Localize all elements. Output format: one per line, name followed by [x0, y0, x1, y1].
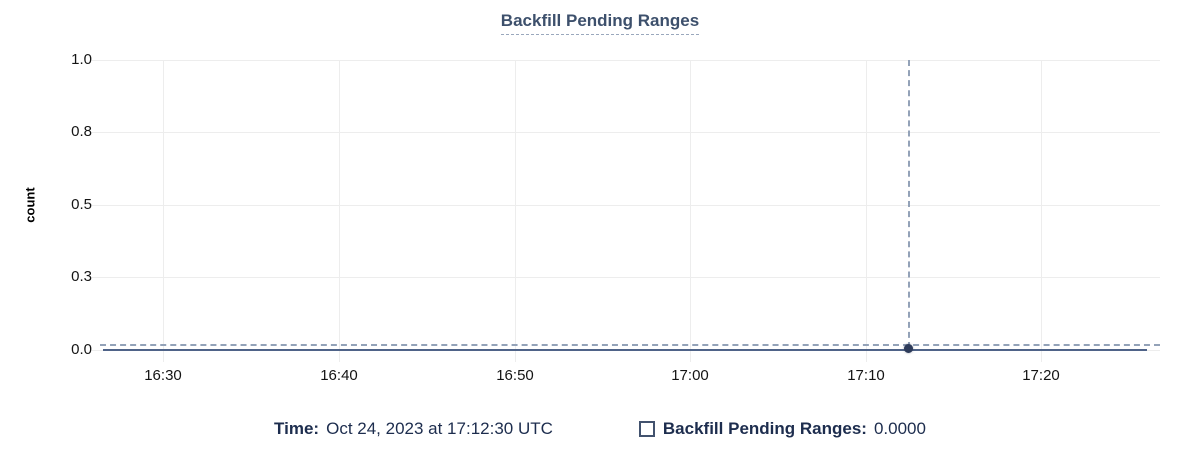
- hover-tooltip: Time: Oct 24, 2023 at 17:12:30 UTC Backf…: [0, 419, 1200, 439]
- y-tick-label: 0.3: [71, 268, 92, 285]
- crosshair-horizontal-line: [100, 344, 1160, 346]
- x-tick-label: 17:10: [847, 367, 885, 384]
- v-gridline: [515, 60, 516, 362]
- y-tick-label: 1.0: [71, 51, 92, 68]
- series-line-backfill-pending-ranges: [103, 349, 1147, 351]
- y-tick-label: 0.0: [71, 341, 92, 358]
- tooltip-series-group: Backfill Pending Ranges: 0.0000: [638, 419, 926, 439]
- x-tick-label: 17:20: [1022, 367, 1060, 384]
- x-tick-label: 16:50: [496, 367, 534, 384]
- tooltip-series-label: Backfill Pending Ranges:: [662, 419, 867, 438]
- v-gridline: [1041, 60, 1042, 362]
- h-gridline: [92, 132, 1160, 133]
- v-gridline: [339, 60, 340, 362]
- y-tick-label: 0.8: [71, 123, 92, 140]
- crosshair-vertical-line: [908, 60, 910, 348]
- empty-square-series-marker-icon: [638, 421, 655, 437]
- chart-header: Backfill Pending Ranges: [0, 11, 1200, 35]
- v-gridline: [163, 60, 164, 362]
- h-gridline: [92, 60, 1160, 61]
- x-tick-label: 16:30: [144, 367, 182, 384]
- hovered-data-point-marker[interactable]: [904, 344, 913, 353]
- tooltip-time-label: Time:: [274, 419, 320, 438]
- tooltip-time-value: Oct 24, 2023 at 17:12:30 UTC: [326, 419, 553, 438]
- chart-title[interactable]: Backfill Pending Ranges: [500, 11, 700, 35]
- x-tick-label: 16:40: [320, 367, 358, 384]
- v-gridline: [866, 60, 867, 362]
- tooltip-series-value: 0.0000: [873, 419, 926, 438]
- h-gridline: [92, 277, 1160, 278]
- v-gridline: [690, 60, 691, 362]
- y-tick-label: 0.5: [71, 196, 92, 213]
- h-gridline: [92, 205, 1160, 206]
- x-tick-label: 17:00: [671, 367, 709, 384]
- plot-area[interactable]: [92, 60, 1160, 362]
- tooltip-time-group: Time: Oct 24, 2023 at 17:12:30 UTC: [274, 419, 553, 439]
